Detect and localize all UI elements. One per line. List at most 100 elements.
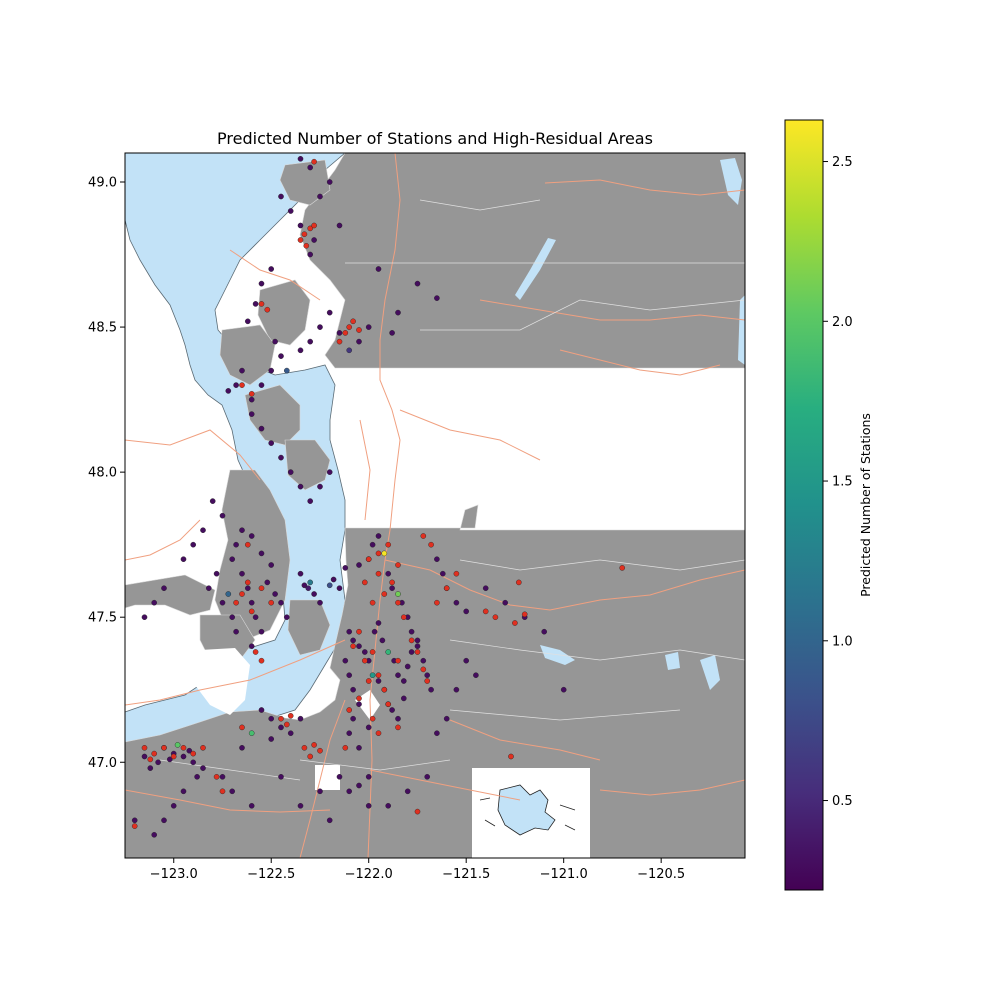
high-residual-point	[170, 753, 177, 760]
high-residual-point	[244, 579, 251, 586]
high-residual-point	[414, 808, 421, 815]
high-residual-point	[375, 672, 382, 679]
predicted-station-point	[155, 759, 161, 766]
colorbar	[784, 119, 824, 891]
high-residual-point	[239, 591, 245, 597]
high-residual-point	[482, 608, 489, 615]
predicted-station-point	[336, 330, 343, 336]
predicted-station-point	[190, 541, 196, 548]
colorbar-tick-label: 0.5	[832, 794, 853, 809]
predicted-station-point	[239, 367, 245, 374]
predicted-station-point	[297, 155, 304, 162]
predicted-station-point	[186, 747, 193, 754]
predicted-station-point	[434, 730, 440, 737]
predicted-station-point	[375, 266, 382, 272]
predicted-station-point	[326, 469, 333, 475]
predicted-station-point	[233, 541, 239, 548]
high-residual-point	[395, 562, 401, 568]
predicted-station-point	[346, 730, 353, 737]
predicted-station-point	[400, 695, 407, 702]
predicted-station-point	[428, 686, 434, 693]
predicted-station-point	[272, 338, 278, 345]
predicted-station-point	[258, 425, 265, 432]
high-residual-point	[213, 774, 220, 780]
high-residual-point	[258, 301, 265, 307]
high-residual-point	[492, 614, 499, 621]
y-tick-label: 48.5	[88, 321, 117, 336]
high-residual-point	[258, 657, 265, 664]
high-residual-point	[453, 570, 460, 577]
high-residual-point	[264, 306, 271, 313]
predicted-station-point	[248, 533, 255, 539]
predicted-station-point	[385, 803, 392, 809]
predicted-station-point	[287, 730, 294, 737]
predicted-station-point	[239, 570, 245, 577]
high-residual-point	[190, 750, 196, 757]
predicted-station-point	[443, 715, 450, 722]
high-residual-point	[443, 585, 450, 592]
predicted-station-point	[434, 295, 440, 301]
colorbar-tick-label: 2.0	[832, 315, 853, 330]
high-residual-point	[521, 611, 528, 618]
high-residual-point	[512, 620, 518, 626]
predicted-station-point	[307, 338, 314, 345]
predicted-station-point	[147, 765, 154, 771]
predicted-station-point	[229, 788, 235, 795]
lakes	[515, 158, 745, 690]
predicted-station-point	[379, 637, 386, 644]
predicted-station-point	[356, 338, 362, 345]
predicted-station-point	[200, 527, 206, 534]
predicted-station-point	[244, 318, 251, 325]
high-residual-point	[161, 745, 167, 751]
predicted-station-point	[307, 164, 314, 171]
predicted-station-point	[248, 730, 255, 737]
high-residual-point	[375, 570, 382, 577]
predicted-station-point	[301, 582, 308, 589]
predicted-station-point	[439, 570, 446, 577]
predicted-station-point	[233, 382, 239, 388]
predicted-station-point	[317, 324, 323, 330]
high-residual-point	[361, 657, 368, 664]
predicted-station-point	[229, 614, 235, 621]
predicted-station-point	[356, 643, 362, 650]
predicted-station-point	[463, 657, 470, 664]
high-residual-point	[268, 599, 275, 606]
high-residual-point	[381, 591, 388, 597]
predicted-station-point	[307, 498, 314, 504]
colorbar-ticks: 0.5 1.0 1.5 2.0 2.5	[823, 155, 853, 809]
predicted-station-point	[244, 585, 251, 592]
predicted-station-point	[408, 649, 415, 655]
predicted-station-point	[205, 585, 212, 592]
high-residual-point	[428, 541, 434, 548]
colorbar-tick-label: 2.5	[832, 155, 853, 170]
high-residual-point	[420, 533, 427, 539]
x-tick-label: −120.5	[637, 867, 685, 882]
high-residual-point	[385, 701, 392, 708]
predicted-station-point	[336, 222, 343, 229]
predicted-station-point	[141, 753, 148, 760]
high-residual-point	[424, 678, 431, 684]
predicted-station-point	[248, 643, 255, 650]
predicted-station-point	[404, 788, 411, 795]
predicted-station-point	[307, 251, 314, 258]
high-residual-point	[219, 788, 226, 795]
predicted-station-point	[404, 663, 411, 670]
predicted-station-point	[463, 608, 470, 615]
predicted-station-point	[400, 678, 407, 684]
predicted-station-point	[248, 803, 255, 809]
predicted-station-point	[389, 585, 395, 592]
predicted-station-point	[305, 585, 312, 592]
predicted-station-point	[317, 599, 323, 606]
predicted-station-point	[365, 724, 372, 731]
predicted-station-point	[326, 309, 333, 316]
predicted-station-point	[180, 556, 187, 563]
predicted-station-point	[180, 788, 187, 795]
inset-map	[479, 784, 576, 836]
high-residual-point	[297, 237, 304, 243]
predicted-station-point	[365, 324, 372, 330]
predicted-station-point	[297, 570, 304, 577]
high-residual-point	[311, 222, 317, 229]
predicted-station-point	[326, 817, 333, 824]
predicted-station-point	[190, 759, 196, 766]
predicted-station-point	[395, 672, 401, 679]
